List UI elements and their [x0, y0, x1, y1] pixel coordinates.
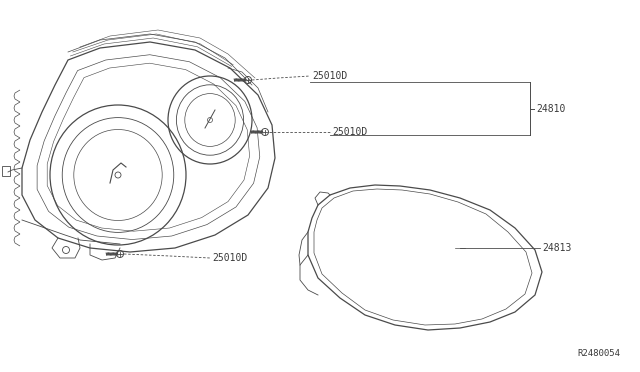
Text: 25010D: 25010D	[312, 71, 348, 81]
Text: R2480054: R2480054	[577, 349, 620, 358]
Text: 24813: 24813	[542, 243, 572, 253]
Text: 25010D: 25010D	[212, 253, 247, 263]
Text: 24810: 24810	[536, 103, 565, 113]
Bar	[2, 166, 10, 176]
Text: 25010D: 25010D	[332, 127, 367, 137]
